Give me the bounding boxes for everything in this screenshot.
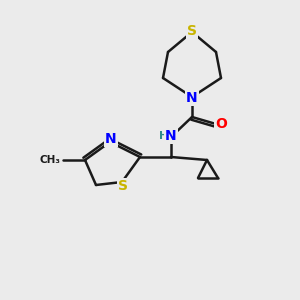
Text: S: S	[187, 24, 197, 38]
Text: N: N	[105, 132, 117, 146]
Text: CH₃: CH₃	[40, 155, 61, 165]
Text: N: N	[165, 129, 177, 143]
Text: N: N	[186, 91, 198, 105]
Text: O: O	[215, 117, 227, 131]
Text: H: H	[159, 131, 169, 141]
Text: S: S	[118, 179, 128, 193]
